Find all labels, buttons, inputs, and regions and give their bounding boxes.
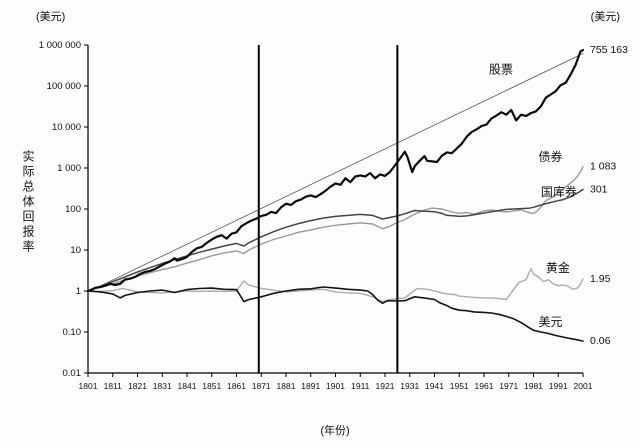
x-tick-label: 1901 — [326, 381, 345, 391]
series-bills-line — [87, 188, 584, 292]
x-tick-label: 1821 — [128, 381, 147, 391]
end-value-gold: 1.95 — [590, 273, 611, 285]
left-axis-unit-label: (美元) — [36, 11, 66, 23]
end-value-dollar: 0.06 — [590, 335, 611, 347]
series-gold-line — [87, 268, 584, 303]
series-label-dollar: 美元 — [538, 315, 562, 329]
x-tick-label: 1861 — [227, 381, 246, 391]
y-tick-label: 1 — [76, 286, 81, 297]
x-tick-label: 1921 — [376, 381, 395, 391]
x-tick-label: 1951 — [450, 381, 469, 391]
x-tick-label: 1941 — [425, 381, 444, 391]
series-dollar-line — [87, 286, 584, 342]
x-tick-label: 1801 — [79, 381, 98, 391]
x-tick-label: 2001 — [574, 381, 593, 391]
x-tick-label: 1931 — [400, 381, 419, 391]
y-tick-label: 1 000 000 — [39, 40, 81, 51]
y-tick-label: 100 000 — [47, 81, 81, 92]
x-tick-label: 1841 — [178, 381, 197, 391]
end-value-bonds: 1 083 — [590, 161, 616, 173]
y-tick-label: 1 000 — [57, 163, 81, 174]
x-tick-label: 1971 — [499, 381, 518, 391]
end-value-bills: 301 — [590, 183, 608, 195]
series-label-gold: 黄金 — [546, 260, 570, 275]
x-tick-label: 1961 — [475, 381, 494, 391]
x-tick-label: 1811 — [104, 381, 123, 391]
x-tick-label: 1851 — [202, 381, 221, 391]
y-axis-title: 实际总体回报率 — [21, 150, 35, 255]
x-tick-label: 1881 — [277, 381, 296, 391]
x-tick-label: 1911 — [351, 381, 370, 391]
end-value-stocks: 755 163 — [590, 44, 628, 56]
x-axis-title: (年份) — [320, 425, 350, 437]
series-stocks-trend-line — [87, 53, 584, 293]
series-stocks-line — [86, 48, 585, 293]
right-axis-unit-label: (美元) — [590, 11, 620, 23]
y-tick-label: 10 — [70, 245, 81, 256]
series-label-bills: 国库券 — [541, 184, 577, 199]
series-label-bonds: 债券 — [538, 149, 562, 164]
series-bonds-line — [87, 165, 584, 292]
series-label-stocks: 股票 — [489, 63, 513, 77]
x-tick-label: 1981 — [524, 381, 543, 391]
x-tick-label: 1891 — [301, 381, 320, 391]
y-tick-label: 10 000 — [52, 122, 81, 133]
x-tick-label: 1831 — [153, 381, 172, 391]
y-tick-label: 0.10 — [63, 327, 82, 338]
y-tick-label: 0.01 — [63, 368, 82, 379]
y-tick-label: 100 — [65, 204, 81, 215]
x-tick-label: 1991 — [549, 381, 568, 391]
x-tick-label: 1871 — [252, 381, 271, 391]
